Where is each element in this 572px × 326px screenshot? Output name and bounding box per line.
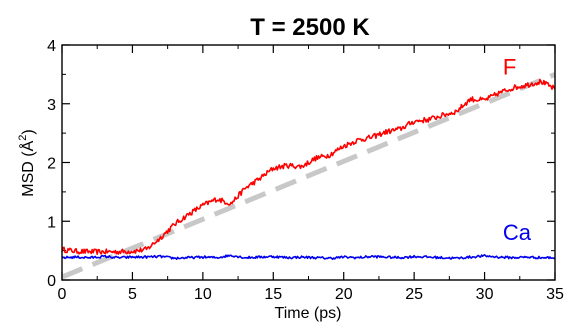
y-axis-label: MSD (Å2) — [17, 129, 37, 196]
y-tick-label: 1 — [47, 214, 56, 231]
x-tick-label: 0 — [58, 286, 67, 303]
annotations: F Ca — [503, 54, 532, 245]
x-tick-label: 20 — [335, 286, 353, 303]
series-line-ca — [61, 254, 556, 260]
annotation-label: F — [503, 54, 516, 79]
x-tick-label: 15 — [264, 286, 282, 303]
y-tick-label: 3 — [47, 97, 56, 114]
y-tick-label: 4 — [47, 38, 56, 55]
chart-title: T = 2500 K — [250, 14, 370, 41]
x-axis-label: Time (ps) — [275, 305, 342, 322]
y-tick-label: 2 — [47, 156, 56, 173]
annotation-label: Ca — [503, 220, 532, 245]
series-line-linear-fit — [61, 72, 556, 280]
plot-frame — [61, 44, 556, 281]
y-axis-label-main: MSD (Å — [18, 140, 37, 196]
x-tick-label: 30 — [476, 286, 494, 303]
x-tick-label: 5 — [128, 286, 137, 303]
x-tick-label: 25 — [405, 286, 423, 303]
y-axis-label-close: ) — [20, 129, 37, 134]
series-line-f — [61, 78, 556, 255]
y-tick-label: 0 — [47, 273, 56, 290]
x-tick-label: 35 — [546, 286, 564, 303]
y-axis-label-sup: 2 — [17, 135, 29, 141]
series-group — [61, 72, 556, 280]
x-tick-label: 10 — [194, 286, 212, 303]
